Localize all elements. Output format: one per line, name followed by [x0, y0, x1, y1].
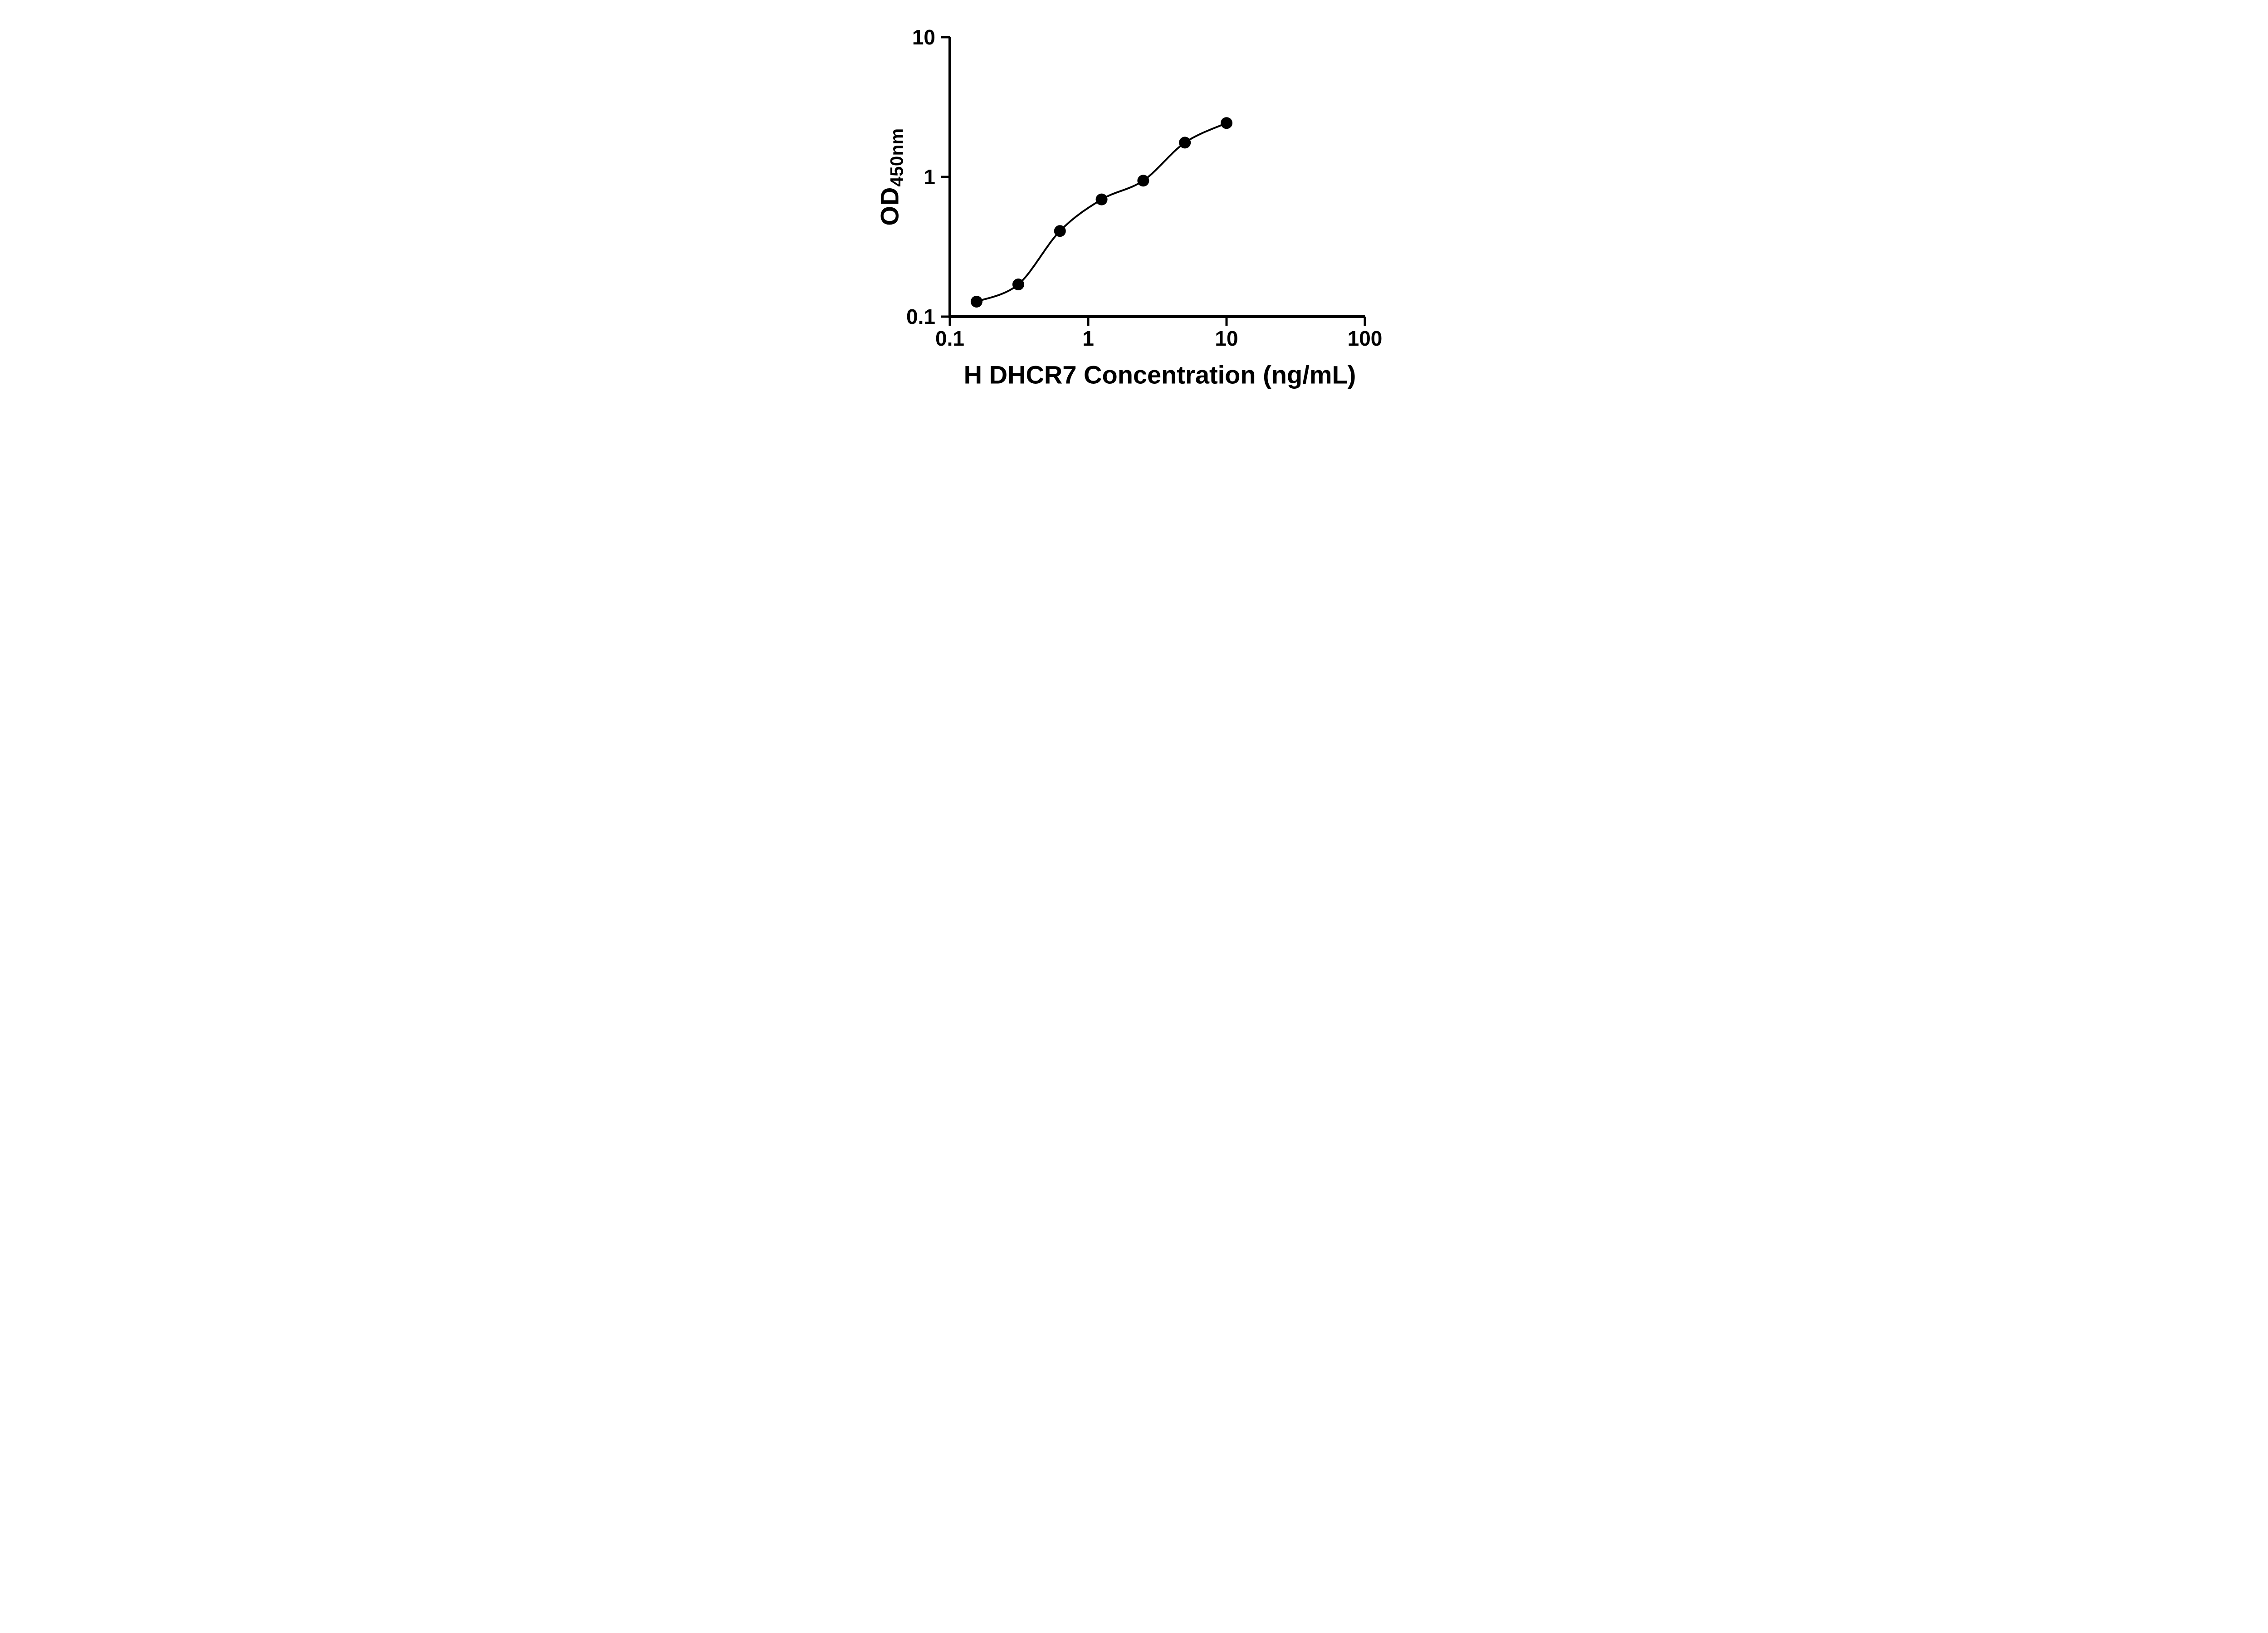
x-axis-title: H DHCR7 Concentration (ng/mL) — [963, 360, 1356, 389]
x-tick-label-100: 100 — [1348, 327, 1383, 350]
x-tick-label-0.1: 0.1 — [935, 327, 964, 350]
axis-spine — [948, 37, 1365, 318]
elisa-standard-curve-figure: 0.1 1 10 100 0.1 1 10 OD450nm H DHCR7 Concentr… — [848, 0, 1420, 408]
y-axis-title: OD450nm — [875, 128, 907, 226]
y-tick-label-0.1: 0.1 — [906, 305, 935, 328]
y-axis-title-sub: 450nm — [887, 128, 907, 187]
standard-curve-point-0.3125 — [1012, 279, 1024, 291]
y-tick-label-1: 1 — [924, 165, 935, 189]
y-axis-title-main: OD — [875, 186, 904, 226]
chart-canvas: 0.1 1 10 100 0.1 1 10 — [906, 25, 1383, 350]
standard-curve-point-10 — [1221, 117, 1232, 129]
standard-curve-point-0.625 — [1054, 225, 1066, 237]
standard-curve-point-5 — [1179, 137, 1191, 149]
standard-curve-line — [976, 122, 1227, 303]
y-tick-label-10: 10 — [912, 25, 935, 49]
x-tick-label-10: 10 — [1215, 327, 1238, 350]
x-tick-label-1: 1 — [1082, 327, 1094, 350]
standard-curve-point-1.25 — [1095, 193, 1108, 205]
standard-curve-point-0.156 — [970, 295, 982, 308]
standard-curve-point-2.5 — [1137, 175, 1149, 187]
